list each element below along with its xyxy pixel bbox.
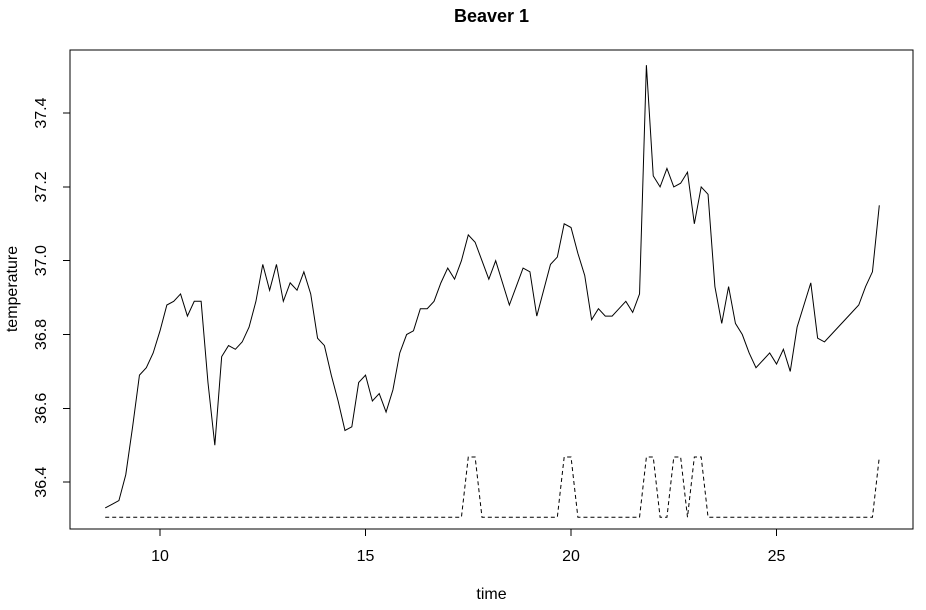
y-tick-label: 37.4 <box>33 97 50 128</box>
activity-line <box>105 456 880 518</box>
temperature-line <box>104 65 880 509</box>
y-tick-label: 37.0 <box>33 245 50 276</box>
y-axis-label: temperature <box>4 245 21 333</box>
plot-border <box>69 49 914 530</box>
chart-title: Beaver 1 <box>453 6 530 26</box>
y-tick-label: 36.6 <box>33 393 50 424</box>
y-tick-label: 36.4 <box>33 466 50 497</box>
y-tick-label: 36.8 <box>33 319 50 350</box>
x-tick-label: 15 <box>357 548 375 565</box>
x-tick-label: 20 <box>562 548 580 565</box>
x-axis-label: time <box>476 586 507 603</box>
x-tick-label: 10 <box>151 548 169 565</box>
y-tick-label: 37.2 <box>33 171 50 202</box>
x-tick-label: 25 <box>768 548 786 565</box>
